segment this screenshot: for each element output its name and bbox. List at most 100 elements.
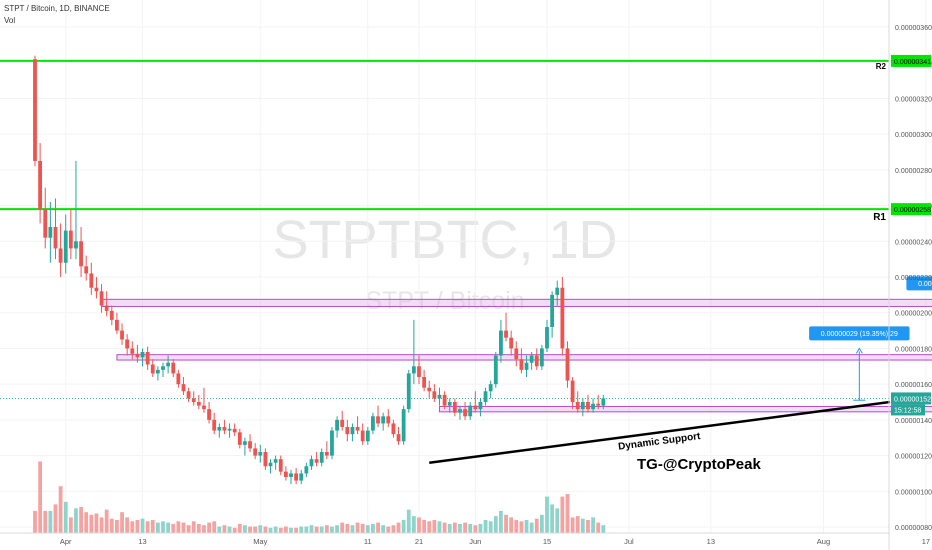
volume-bar bbox=[319, 526, 324, 533]
watermark-symbol: STPTBTC, 1D bbox=[272, 210, 617, 270]
candle-body bbox=[63, 230, 68, 263]
last-price-label: 0.00000152 bbox=[894, 396, 931, 403]
candle-body bbox=[360, 430, 365, 442]
measure-label-box bbox=[809, 326, 910, 341]
volume-label: Vol bbox=[4, 16, 16, 25]
volume-bar bbox=[422, 520, 427, 533]
candle-body bbox=[365, 430, 370, 442]
candle-body bbox=[406, 373, 411, 410]
price-tick-label: 0.00000120 bbox=[895, 454, 932, 461]
candle-body bbox=[273, 459, 278, 463]
candle-body bbox=[601, 398, 606, 406]
candle-body bbox=[99, 291, 104, 306]
volume-bar bbox=[74, 508, 78, 533]
candle-body bbox=[432, 391, 437, 399]
volume-bar bbox=[38, 461, 43, 533]
volume-bar bbox=[340, 522, 345, 533]
volume-bar bbox=[381, 525, 386, 533]
volume-bar bbox=[524, 520, 529, 533]
volume-bar bbox=[406, 509, 411, 533]
volume-bar bbox=[278, 527, 283, 533]
candle-body bbox=[253, 448, 258, 456]
countdown-tag bbox=[891, 404, 925, 416]
candle-body bbox=[74, 241, 78, 249]
time-tick-label: Apr bbox=[60, 537, 72, 546]
time-tick-label: 17 bbox=[922, 537, 930, 546]
candle-body bbox=[499, 330, 503, 356]
volume-bar bbox=[248, 526, 252, 533]
volume-bar bbox=[539, 514, 544, 533]
volume-bar bbox=[79, 507, 83, 533]
candle-body bbox=[268, 462, 273, 467]
candle-body bbox=[109, 310, 114, 320]
candle-body bbox=[104, 305, 109, 311]
measure-label: 0.00000060 (40.49%) 60 bbox=[918, 281, 932, 288]
level-price-label: 0.00000258 bbox=[894, 207, 931, 214]
candle-body bbox=[212, 419, 217, 431]
candle-body bbox=[509, 337, 514, 349]
volume-bar bbox=[289, 527, 293, 533]
candle-body bbox=[514, 348, 519, 360]
volume-bar bbox=[68, 517, 73, 533]
candle-body bbox=[401, 409, 406, 442]
candle-body bbox=[355, 427, 360, 431]
volume-bar bbox=[227, 526, 232, 533]
volume-bar bbox=[529, 522, 534, 533]
candle-body bbox=[309, 459, 314, 467]
candle-body bbox=[227, 428, 232, 431]
volume-bar bbox=[596, 522, 601, 533]
candle-body bbox=[48, 227, 53, 238]
volume-bar bbox=[212, 521, 217, 533]
candle-body bbox=[493, 355, 498, 385]
candle-body bbox=[488, 384, 493, 392]
candle-body bbox=[130, 348, 135, 354]
volume-bar bbox=[263, 526, 268, 533]
volume-bar bbox=[509, 517, 514, 533]
candle-body bbox=[176, 373, 181, 385]
candle-body bbox=[550, 294, 555, 327]
candle-body bbox=[580, 402, 585, 410]
volume-bar bbox=[99, 517, 104, 533]
time-tick-label: Aug bbox=[817, 537, 830, 546]
volume-bar bbox=[452, 522, 457, 533]
time-tick-label: May bbox=[253, 537, 267, 546]
candle-body bbox=[43, 209, 48, 238]
volume-bar bbox=[243, 525, 247, 533]
volume-bar bbox=[570, 517, 575, 533]
candle-body bbox=[222, 427, 227, 431]
level-price-tag bbox=[891, 54, 931, 67]
candle-body bbox=[237, 432, 242, 445]
candle-body bbox=[442, 394, 447, 406]
volume-bar bbox=[519, 521, 524, 533]
volume-bar bbox=[115, 520, 119, 533]
volume-bar bbox=[191, 521, 196, 533]
volume-bar bbox=[371, 523, 375, 533]
candle-body bbox=[161, 366, 165, 370]
candle-body bbox=[529, 355, 534, 363]
candle-body bbox=[171, 362, 176, 374]
volume-bar bbox=[335, 525, 339, 533]
candle-body bbox=[565, 348, 570, 381]
volume-bar bbox=[499, 510, 503, 533]
price-tick-label: 0.00000300 bbox=[895, 132, 932, 139]
candle-body bbox=[483, 391, 488, 402]
candle-body bbox=[427, 387, 432, 392]
candle-body bbox=[391, 423, 396, 435]
volume-bar bbox=[237, 523, 242, 533]
candle-body bbox=[422, 377, 427, 388]
price-tick-label: 0.00000100 bbox=[895, 489, 932, 496]
candle-body bbox=[33, 59, 37, 161]
time-tick-label: 21 bbox=[415, 537, 423, 546]
candle-body bbox=[411, 366, 416, 374]
candle-body bbox=[314, 459, 319, 463]
candle-body bbox=[140, 352, 145, 358]
volume-bar bbox=[355, 522, 360, 533]
countdown-label: 15:12:58 bbox=[894, 407, 921, 414]
candle-body bbox=[181, 384, 186, 392]
candle-body bbox=[555, 287, 560, 295]
volume-bar bbox=[601, 525, 606, 533]
volume-bar bbox=[391, 525, 396, 533]
volume-bar bbox=[181, 522, 186, 533]
